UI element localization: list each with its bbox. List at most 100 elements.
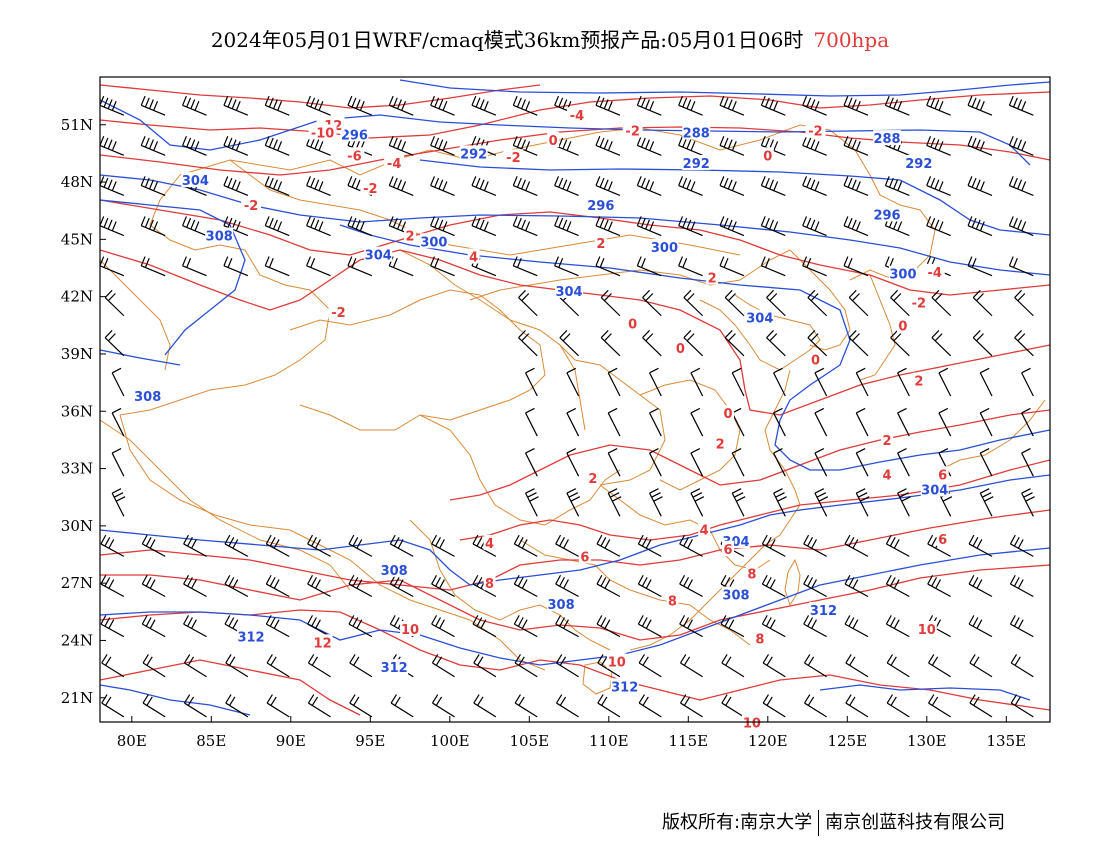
wind-barb	[843, 136, 869, 156]
wind-barb	[142, 654, 166, 678]
wind-barb	[388, 95, 414, 116]
wind-barb	[223, 136, 249, 156]
wind-barb	[100, 136, 125, 156]
wind-barb	[731, 448, 745, 477]
boundary-shaanxi	[559, 344, 666, 486]
temperature-contour-label-bg	[622, 122, 643, 138]
wind-barb	[182, 216, 207, 237]
wind-barb	[967, 216, 993, 237]
wind-barb	[690, 367, 704, 397]
wind-barb	[690, 488, 705, 517]
wind-barb	[607, 448, 621, 477]
boundary-india-north	[100, 419, 351, 591]
wind-barb	[430, 95, 455, 116]
temp-contour-2	[100, 249, 1050, 416]
temperature-contour-label-bg	[936, 466, 949, 482]
wind-barb	[430, 136, 455, 156]
wind-barb	[347, 216, 373, 237]
x-tick-label: 90E	[276, 732, 306, 750]
temperature-contour-label-bg	[503, 149, 524, 165]
x-tick-label: 85E	[196, 732, 226, 750]
height-contour-label: 300	[420, 235, 447, 250]
wind-barb	[642, 330, 662, 357]
wind-barb	[431, 534, 455, 557]
height-contour-label-bg	[809, 601, 838, 617]
wind-barb	[636, 136, 662, 156]
pressure-level-label: 700hpa	[813, 28, 890, 52]
x-tick-label: 115E	[669, 732, 709, 750]
wind-barb	[555, 574, 579, 598]
wind-barb	[802, 176, 827, 196]
wind-barb	[182, 256, 207, 277]
temperature-contour-label-bg	[908, 294, 929, 310]
wind-barb	[596, 615, 621, 638]
wind-barb	[761, 615, 786, 638]
height-contour-label-bg	[873, 130, 902, 146]
wind-barb	[431, 654, 455, 678]
wind-barb	[111, 448, 125, 477]
wind-barb	[1008, 256, 1034, 277]
wind-barb	[843, 216, 869, 237]
temperature-contour-label: -2	[625, 124, 639, 139]
wind-barbs	[100, 95, 1035, 718]
wind-barb	[347, 95, 373, 116]
temperature-contour-label: 4	[469, 251, 478, 266]
height-contour-label-bg	[586, 196, 615, 212]
x-tick-label: 135E	[987, 732, 1027, 750]
temperature-contour-label-bg	[328, 303, 349, 319]
boundary-yunnan	[409, 519, 611, 651]
wind-barb	[931, 330, 952, 357]
wind-barb	[969, 694, 993, 718]
wind-barb	[607, 488, 622, 517]
height-contour-label-bg	[205, 227, 234, 243]
wind-barb	[265, 615, 290, 638]
wind-barb	[1010, 654, 1034, 678]
wind-barb	[845, 694, 869, 718]
height-contour-label-bg	[722, 586, 750, 602]
wind-barb	[679, 574, 703, 598]
height-contour-308	[100, 349, 181, 366]
wind-barb	[807, 289, 828, 317]
height-contour-label: 304	[365, 249, 392, 264]
wind-barb	[683, 330, 704, 357]
wind-barb	[555, 654, 579, 678]
wind-barb	[140, 216, 166, 237]
temperature-contour-label-bg	[706, 269, 719, 285]
wind-barb	[514, 654, 538, 678]
temperature-contour-label-bg	[666, 592, 679, 608]
temperature-contour-label-bg	[698, 521, 711, 537]
height-contour-label: 296	[341, 128, 368, 143]
height-contour-label: 308	[206, 230, 233, 245]
wind-barb	[690, 448, 704, 477]
wind-barb	[719, 95, 745, 116]
wind-barb	[224, 574, 249, 598]
wind-barb	[140, 95, 166, 116]
temperature-contour-label-bg	[344, 147, 365, 163]
temperature-contour-label: -2	[331, 306, 345, 321]
wind-barb	[1009, 574, 1034, 598]
boundary-hubei-henan	[639, 379, 741, 491]
wind-barb	[926, 216, 951, 237]
wind-barb	[773, 407, 786, 437]
temp-contour-4	[449, 409, 1050, 501]
boundary-inner-mongolia	[469, 249, 791, 301]
wind-barb	[223, 176, 249, 196]
height-contour-label-bg	[650, 238, 679, 254]
temperature-contour-label-bg	[761, 147, 774, 163]
wind-barb	[223, 95, 249, 116]
copyright-left: 版权所有:南京大学	[662, 812, 813, 833]
temperature-contour-label: 10	[401, 623, 419, 638]
wind-barb	[844, 534, 869, 557]
temperature-contour-label: 12	[314, 636, 332, 651]
temperature-contour-label-bg	[745, 565, 758, 581]
x-tick-label: 120E	[748, 732, 788, 750]
map-title: 2024年05月01日WRF/cmaq模式36km预报产品:05月01日06时 7…	[0, 24, 1100, 53]
wind-barb	[1021, 488, 1035, 517]
wind-barb	[140, 176, 166, 196]
wind-barb	[848, 330, 869, 357]
wind-barb	[690, 407, 704, 437]
wind-barb	[636, 216, 662, 237]
wind-barb	[141, 574, 166, 598]
wind-barb	[307, 654, 331, 678]
